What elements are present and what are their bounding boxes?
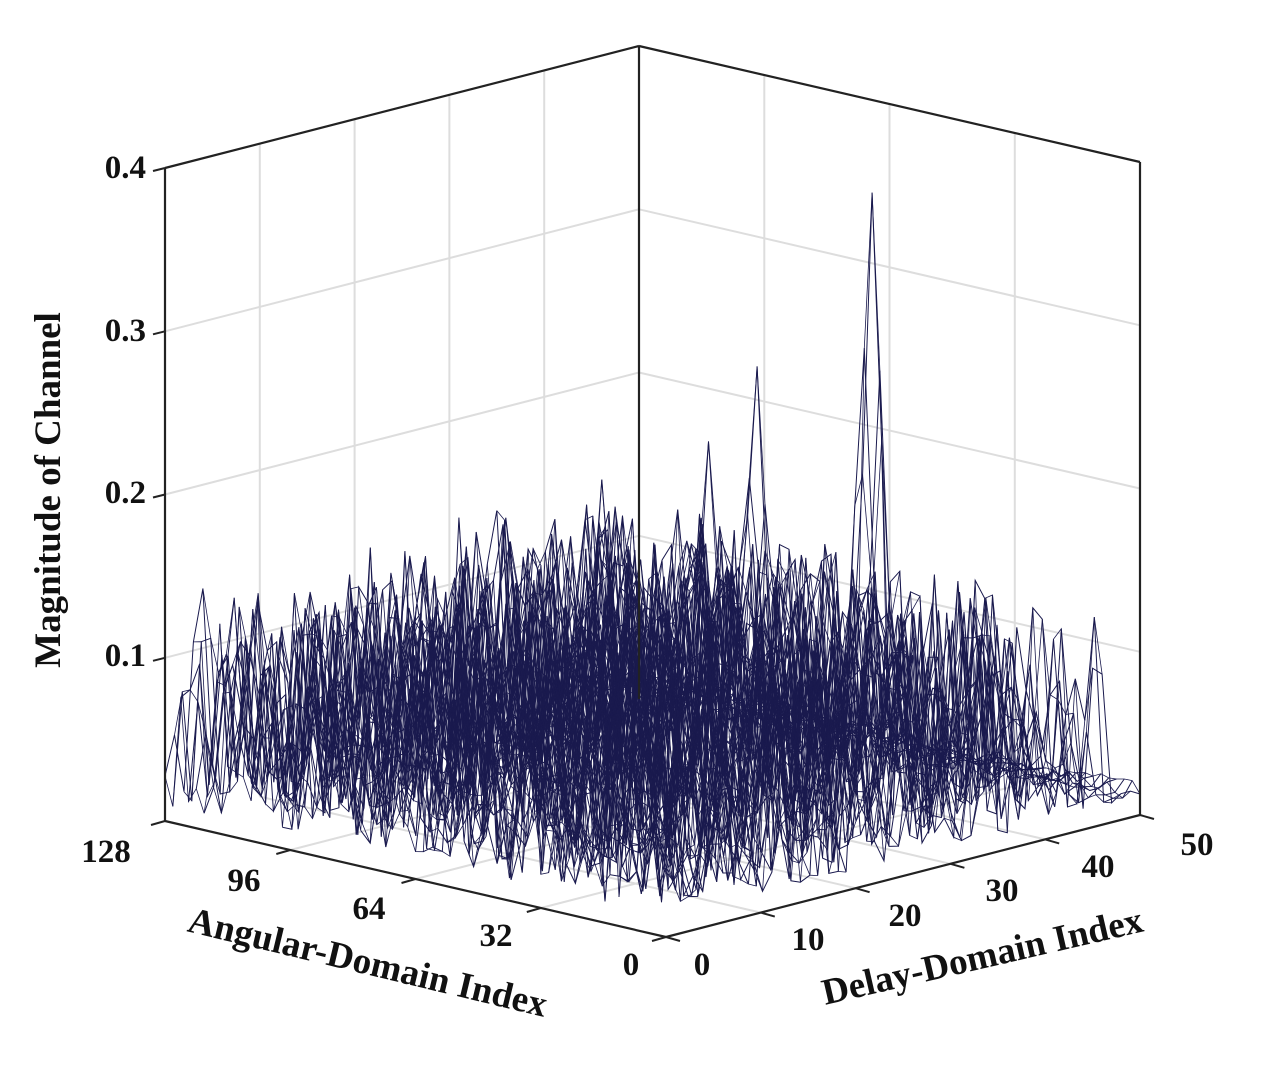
delay-tick-mark	[855, 887, 870, 894]
delay-tick-label: 40	[1082, 849, 1115, 885]
z-tick-label: 0.4	[105, 150, 146, 186]
angular-tick-label: 32	[480, 918, 513, 954]
delay-tick-mark	[1139, 814, 1155, 820]
axis-lines	[150, 44, 1155, 942]
delay-axis-line	[665, 813, 1141, 939]
mesh-delay-line	[174, 608, 676, 902]
delay-tick-mark	[950, 862, 965, 869]
mesh-delay-line	[420, 556, 923, 847]
z-tick-mark	[152, 167, 166, 172]
mesh-delay-line	[524, 546, 1027, 820]
delay-tick-mark	[665, 936, 681, 942]
angular-tick-mark	[276, 849, 291, 855]
delay-tick-label: 30	[986, 873, 1019, 909]
delay-axis-ticks: 0 10 20 30 40 50	[694, 827, 1214, 983]
mesh-delay-line	[392, 562, 894, 850]
z-tick-mark	[152, 493, 166, 499]
angular-tick-mark	[150, 820, 166, 826]
box-edge	[164, 44, 640, 170]
mesh-delay-line	[477, 541, 980, 836]
mesh-delay-line	[278, 517, 781, 887]
z-axis-ticks: 0.1 0.2 0.3 0.4	[105, 150, 146, 674]
angular-axis-ticks: 0 32 64 96 128	[81, 834, 639, 983]
z-tick-mark	[152, 330, 166, 336]
delay-tick-label: 50	[1181, 827, 1214, 863]
angular-tick-mark	[526, 907, 542, 913]
mesh-delay-line	[164, 623, 667, 898]
angular-tick-mark	[651, 936, 667, 942]
angular-tick-label: 0	[623, 947, 640, 983]
z-tick-label: 0.3	[105, 313, 146, 349]
mesh-delay-line	[183, 623, 686, 903]
mesh-delay-line	[344, 577, 847, 873]
box-edge	[638, 44, 1141, 164]
delay-tick-label: 20	[889, 898, 922, 934]
mesh-delay-line	[221, 615, 724, 896]
z-tick-label: 0.2	[105, 475, 146, 511]
angular-tick-label: 96	[228, 863, 261, 899]
grid-line	[164, 371, 640, 496]
delay-tick-label: 10	[792, 922, 825, 958]
angular-tick-label: 64	[353, 891, 386, 927]
mesh-delay-line	[240, 612, 743, 892]
angular-tick-label: 128	[81, 834, 131, 870]
mesh-delay-line	[202, 588, 705, 902]
delay-tick-mark	[1044, 838, 1060, 845]
z-axis-label: Magnitude of Channel	[28, 312, 69, 668]
z-tick-mark	[152, 656, 166, 662]
grid-line	[164, 208, 640, 333]
mesh-delay-line	[249, 593, 752, 881]
z-tick-label: 0.1	[105, 638, 146, 674]
surface-mesh	[164, 192, 1141, 903]
angular-tick-mark	[401, 878, 416, 884]
delay-tick-label: 0	[694, 947, 711, 983]
delay-tick-mark	[760, 911, 776, 918]
